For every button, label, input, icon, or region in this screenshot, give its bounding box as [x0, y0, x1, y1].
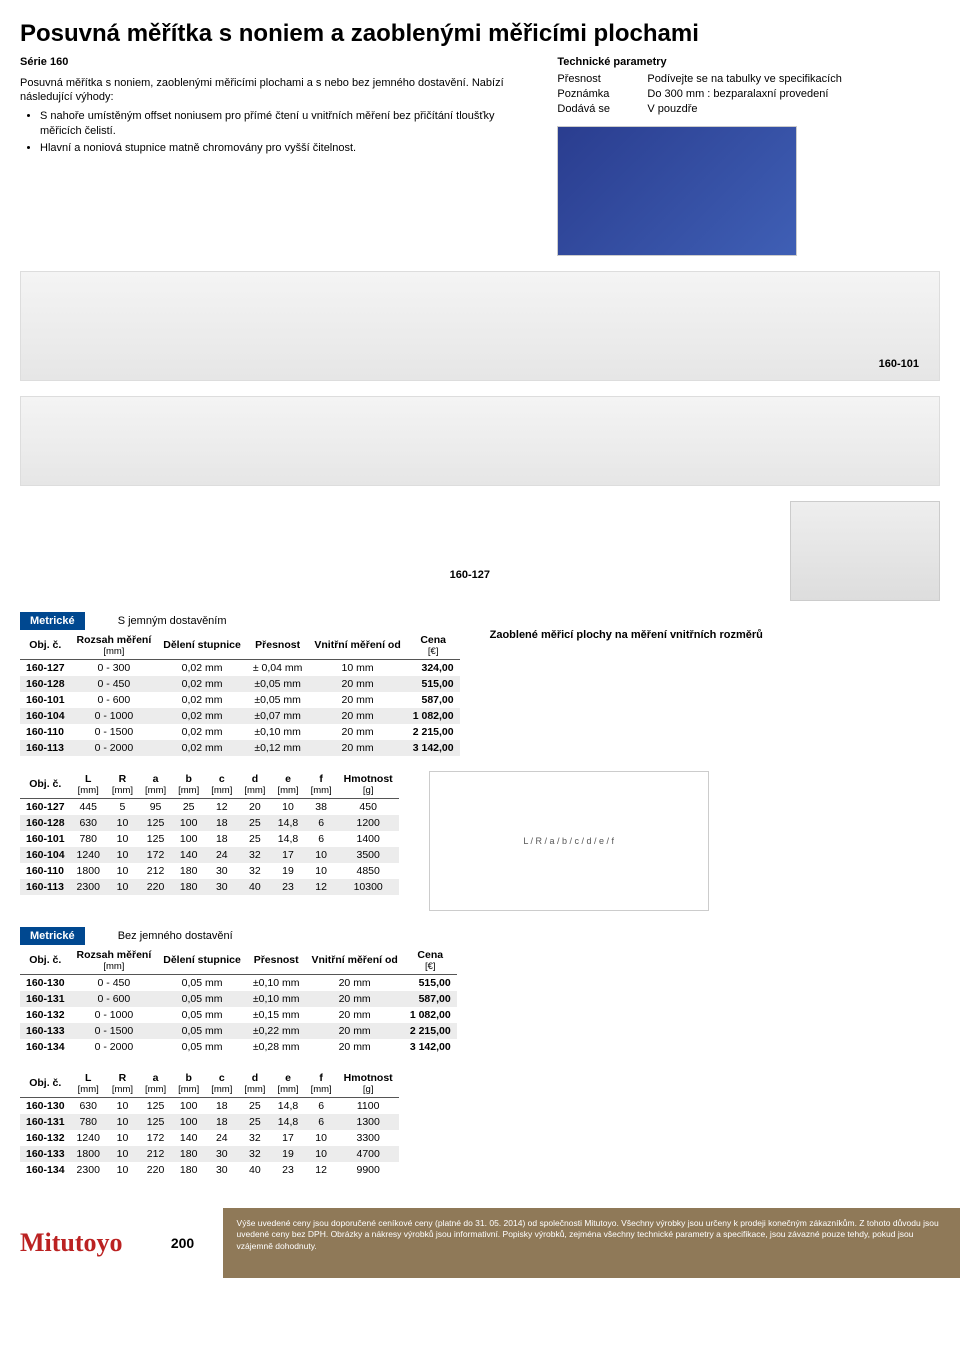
- tech-param-row: Dodává seV pouzdře: [557, 102, 940, 117]
- table-row: 160-110180010212180303219104850: [20, 863, 399, 879]
- table-row: 160-1132300102201803040231210300: [20, 879, 399, 895]
- table-row: 160-1270 - 3000,02 mm± 0,04 mm10 mm324,0…: [20, 659, 460, 676]
- tech-params-title: Technické parametry: [557, 56, 940, 68]
- table-row: 160-1280 - 4500,02 mm±0,05 mm20 mm515,00: [20, 676, 460, 692]
- subtitle-2: Bez jemného dostavění: [118, 930, 233, 942]
- benefits-list: S nahoře umístěným offset noniusem pro p…: [20, 109, 517, 156]
- page-title: Posuvná měřítka s noniem a zaoblenými mě…: [20, 20, 940, 48]
- page-number: 200: [143, 1235, 223, 1251]
- table-row: 160-13063010125100182514,861100: [20, 1097, 399, 1114]
- table-c: Obj. č. Rozsah měření[mm] Dělení stupnic…: [20, 947, 457, 1055]
- tech-param-row: PoznámkaDo 300 mm : bezparalaxní provede…: [557, 87, 940, 102]
- table-d: Obj. č. L[mm] R[mm] a[mm] b[mm] c[mm] d[…: [20, 1070, 399, 1178]
- table-a: Obj. č. Rozsah měření[mm] Dělení stupnic…: [20, 632, 460, 756]
- benefit-item: S nahoře umístěným offset noniusem pro p…: [40, 109, 517, 139]
- table-row: 160-1340 - 20000,05 mm±0,28 mm20 mm3 142…: [20, 1039, 457, 1055]
- description: Posuvná měřítka s noniem, zaoblenými měř…: [20, 76, 517, 106]
- table-row: 160-1310 - 6000,05 mm±0,10 mm20 mm587,00: [20, 991, 457, 1007]
- logo: Mitutoyo: [0, 1208, 143, 1278]
- note-rounded: Zaoblené měřicí plochy na měření vnitřní…: [490, 629, 763, 641]
- dimension-diagram: L / R / a / b / c / d / e / f: [429, 771, 709, 911]
- table-row: 160-12863010125100182514,861200: [20, 815, 399, 831]
- table-row: 160-1274455952512201038450: [20, 798, 399, 815]
- series-label: Série 160: [20, 56, 517, 68]
- product-image-1: 160-101: [20, 271, 940, 381]
- table-row: 160-13178010125100182514,861300: [20, 1114, 399, 1130]
- image-label-1: 160-101: [879, 358, 919, 370]
- table-row: 160-1320 - 10000,05 mm±0,15 mm20 mm1 082…: [20, 1007, 457, 1023]
- table-row: 160-1300 - 4500,05 mm±0,10 mm20 mm515,00: [20, 974, 457, 991]
- product-photo: [557, 126, 797, 256]
- metric-badge-2: Metrické: [20, 927, 85, 945]
- table-row: 160-1010 - 6000,02 mm±0,05 mm20 mm587,00: [20, 692, 460, 708]
- tech-param-row: PřesnostPodívejte se na tabulky ve speci…: [557, 72, 940, 87]
- detail-photo: [790, 501, 940, 601]
- table-row: 160-10178010125100182514,861400: [20, 831, 399, 847]
- table-row: 160-133180010212180303219104700: [20, 1146, 399, 1162]
- benefit-item: Hlavní a noniová stupnice matně chromová…: [40, 141, 517, 156]
- table-row: 160-1100 - 15000,02 mm±0,10 mm20 mm2 215…: [20, 724, 460, 740]
- table-row: 160-134230010220180304023129900: [20, 1162, 399, 1178]
- metric-badge: Metrické: [20, 612, 85, 630]
- subtitle-1: S jemným dostavěním: [118, 615, 227, 627]
- product-image-2: [20, 396, 940, 486]
- table-row: 160-1130 - 20000,02 mm±0,12 mm20 mm3 142…: [20, 740, 460, 756]
- table-row: 160-132124010172140243217103300: [20, 1130, 399, 1146]
- image-label-2: 160-127: [450, 569, 490, 581]
- table-row: 160-104124010172140243217103500: [20, 847, 399, 863]
- table-row: 160-1330 - 15000,05 mm±0,22 mm20 mm2 215…: [20, 1023, 457, 1039]
- table-row: 160-1040 - 10000,02 mm±0,07 mm20 mm1 082…: [20, 708, 460, 724]
- table-b: Obj. č. L[mm] R[mm] a[mm] b[mm] c[mm] d[…: [20, 771, 399, 895]
- footer-text: Výše uvedené ceny jsou doporučené ceníko…: [223, 1208, 960, 1278]
